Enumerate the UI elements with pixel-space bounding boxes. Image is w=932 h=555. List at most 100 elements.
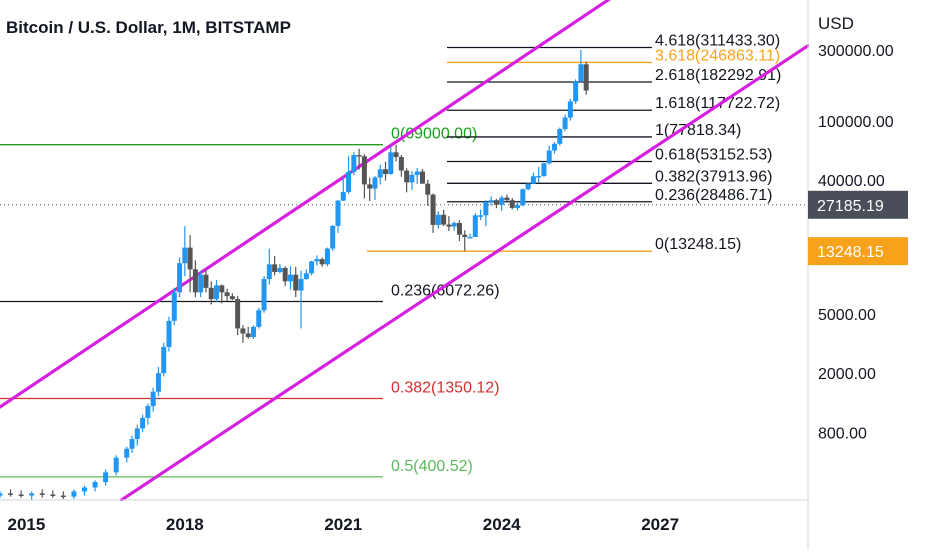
candle-body — [441, 214, 447, 225]
candle-body — [330, 225, 336, 249]
fib-label-lower: 0.236(6072.26) — [391, 283, 500, 300]
candle-body — [398, 157, 404, 171]
candle-body — [372, 177, 378, 189]
candle-body — [567, 101, 573, 118]
candle-body — [319, 259, 325, 265]
x-tick-label: 2024 — [483, 515, 521, 534]
candle-body — [419, 171, 425, 184]
candle-body — [393, 152, 399, 158]
candle-body — [314, 259, 320, 262]
candle-body — [573, 81, 579, 102]
x-tick-label: 2015 — [7, 515, 45, 534]
candle-body — [303, 273, 309, 280]
currency-label: USD — [818, 14, 854, 33]
candle-body — [467, 237, 473, 239]
candle-body — [451, 223, 457, 227]
candles-layer — [0, 49, 589, 500]
candle-body — [39, 493, 45, 495]
candle-body — [203, 274, 209, 288]
candle-body — [499, 197, 505, 205]
x-tick-label: 2027 — [641, 515, 679, 534]
fib-label-upper: 1(77818.34) — [655, 122, 741, 139]
candle-body — [60, 495, 66, 498]
candle-body — [446, 224, 452, 227]
candle-body — [261, 279, 267, 311]
fib-levels-layer: 0(69000.00) 0.236(6072.26) 0.382(1350.12) 0… — [0, 32, 808, 478]
candle-body — [493, 200, 499, 205]
candle-body — [425, 183, 431, 195]
candle-body — [530, 176, 536, 184]
time-axis-bg — [0, 501, 808, 550]
fib-label-upper: 2.618(182292.91) — [655, 67, 781, 84]
candle-body — [340, 192, 346, 201]
candle-body — [562, 117, 568, 130]
candle-body — [414, 171, 420, 175]
chart-title: Bitcoin / U.S. Dollar, 1M, BITSTAMP — [6, 18, 291, 37]
candle-body — [351, 155, 357, 172]
candle-body — [335, 200, 341, 226]
candle-body — [240, 328, 246, 334]
candle-body — [525, 183, 531, 190]
fib-label-upper: 0.382(37913.96) — [655, 168, 772, 185]
candle-body — [103, 472, 109, 483]
fib-label-upper: 3.618(246863.11) — [655, 47, 780, 64]
candle-body — [462, 234, 468, 238]
candle-body — [483, 201, 489, 216]
channel-line — [0, 0, 611, 409]
candle-body — [383, 169, 389, 175]
fib-label-lower: 0.5(400.52) — [391, 458, 473, 475]
candle-body — [272, 264, 278, 272]
candle-body — [235, 299, 241, 329]
y-tick-label: 40000.00 — [818, 173, 885, 190]
candle-body — [192, 269, 198, 293]
candle-body — [177, 263, 183, 293]
candle-body — [150, 391, 156, 407]
candle-body — [356, 155, 362, 157]
candle-body — [250, 326, 256, 338]
candle-body — [129, 439, 135, 449]
candle-body — [256, 310, 262, 327]
candle-body — [8, 493, 14, 495]
candle-body — [92, 482, 98, 488]
candle-body — [409, 174, 415, 183]
y-tick-label: 2000.00 — [818, 366, 876, 383]
candle-body — [541, 163, 547, 176]
candle-body — [29, 493, 35, 496]
price-badge-label: 27185.19 — [817, 198, 884, 215]
candle-body — [488, 200, 494, 202]
candle-body — [124, 448, 130, 458]
candle-body — [578, 64, 584, 82]
candle-body — [166, 320, 172, 347]
candle-body — [81, 487, 87, 492]
candle-body — [224, 292, 230, 297]
candle-body — [208, 287, 214, 300]
candle-body — [361, 156, 367, 185]
y-tick-label: 5000.00 — [818, 307, 876, 324]
candle-body — [430, 194, 436, 225]
candle-body — [155, 373, 161, 392]
candle-body — [583, 64, 589, 91]
candle-body — [198, 274, 204, 293]
candle-body — [161, 346, 167, 374]
candle-body — [557, 129, 563, 144]
channel-layer — [0, 0, 810, 502]
candle-body — [50, 494, 56, 496]
candle-body — [182, 247, 188, 264]
fib-label-upper: 0(13248.15) — [655, 236, 741, 253]
candle-body — [324, 248, 330, 265]
candle-body — [171, 292, 177, 321]
candle-body — [309, 261, 315, 274]
candle-body — [0, 493, 3, 496]
y-tick-label: 300000.00 — [818, 43, 894, 60]
candle-body — [504, 197, 510, 201]
fib-label-upper: 0.618(53152.53) — [655, 147, 772, 164]
candle-body — [229, 296, 235, 300]
candle-body — [472, 215, 478, 238]
y-tick-label: 800.00 — [818, 425, 867, 442]
candle-body — [187, 247, 193, 270]
candle-body — [219, 285, 225, 293]
price-badge-label: 13248.15 — [817, 244, 884, 261]
